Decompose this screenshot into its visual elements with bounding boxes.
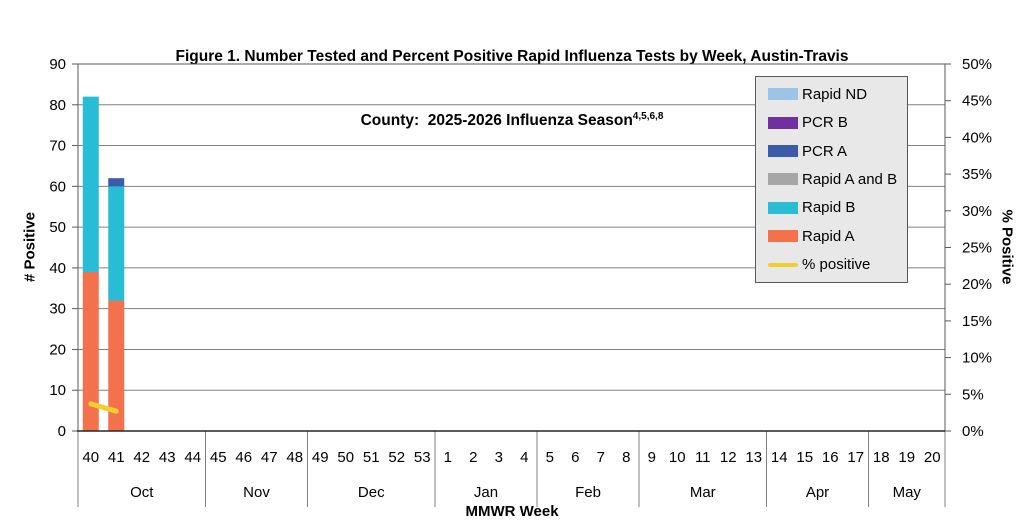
week-label: 45 xyxy=(210,449,227,466)
month-label: Feb xyxy=(575,484,601,501)
week-label: 53 xyxy=(414,449,431,466)
right-axis-tick-label: 40% xyxy=(962,129,992,146)
week-label: 13 xyxy=(745,449,762,466)
left-axis-tick-label: 10 xyxy=(49,382,66,399)
left-axis-tick-label: 0 xyxy=(58,423,66,440)
week-label: 10 xyxy=(669,449,686,466)
right-axis-tick-label: 30% xyxy=(962,203,992,220)
left-axis-tick-label: 30 xyxy=(49,301,66,318)
legend-label--positive: % positive xyxy=(802,256,871,274)
right-axis-tick-label: 5% xyxy=(962,386,984,403)
bar-segment-rapid-a-wk41 xyxy=(108,300,125,431)
figure-title-line2-text: County: 2025-2026 Influenza Season xyxy=(360,111,633,129)
figure-title-line2: County: 2025-2026 Influenza Season4,5,6,… xyxy=(0,110,1024,132)
week-label: 16 xyxy=(822,449,839,466)
week-label: 40 xyxy=(82,449,99,466)
week-label: 2 xyxy=(469,449,477,466)
week-label: 41 xyxy=(108,449,125,466)
right-axis-tick-label: 0% xyxy=(962,423,984,440)
week-label: 3 xyxy=(495,449,503,466)
week-label: 46 xyxy=(235,449,252,466)
percent-positive-line xyxy=(88,401,119,414)
left-axis-tick-label: 50 xyxy=(49,219,66,236)
legend-swatch-rapid-nd xyxy=(768,88,798,101)
x-axis-title: MMWR Week xyxy=(465,503,559,520)
right-axis-tick-label: 10% xyxy=(962,350,992,367)
week-label: 48 xyxy=(286,449,303,466)
left-axis-tick-label: 80 xyxy=(49,97,66,114)
legend-item-rapid-nd: Rapid ND xyxy=(768,87,907,102)
week-label: 17 xyxy=(847,449,864,466)
week-label: 1 xyxy=(444,449,452,466)
week-label: 52 xyxy=(388,449,405,466)
legend: Rapid ND PCR B PCR A Rapid A and B Rapid B Ra… xyxy=(755,76,908,283)
week-label: 12 xyxy=(720,449,737,466)
bar-segment-rapid-b-wk40 xyxy=(82,96,99,272)
legend-item-rapid-b: Rapid B xyxy=(768,200,907,215)
legend-label-rapid-a: Rapid A xyxy=(802,227,855,245)
month-label: Dec xyxy=(358,484,385,501)
week-label: 18 xyxy=(873,449,890,466)
figure-title: Figure 1. Number Tested and Percent Posi… xyxy=(0,5,1024,174)
right-axis-tick-label: 45% xyxy=(962,93,992,110)
legend-item-pcr-a: PCR A xyxy=(768,144,907,159)
legend-label-pcr-a: PCR A xyxy=(802,142,848,160)
week-label: 7 xyxy=(597,449,605,466)
legend-swatch--positive xyxy=(768,262,798,267)
right-axis-tick-label: 15% xyxy=(962,313,992,330)
week-label: 4 xyxy=(520,449,528,466)
month-label: Apr xyxy=(806,484,829,501)
week-label: 47 xyxy=(261,449,278,466)
figure-title-superscript: 4,5,6,8 xyxy=(632,110,664,122)
month-label: Mar xyxy=(690,484,716,501)
bar-segment-rapid-a-wk40 xyxy=(82,271,99,431)
right-axis-tick-label: 35% xyxy=(962,166,992,183)
week-label: 50 xyxy=(337,449,354,466)
week-label: 43 xyxy=(159,449,176,466)
week-label: 20 xyxy=(924,449,941,466)
right-axis-tick-label: 50% xyxy=(962,56,992,73)
week-label: 11 xyxy=(695,449,711,466)
legend-label-rapid-nd: Rapid ND xyxy=(802,85,868,103)
week-label: 14 xyxy=(771,449,788,466)
bar-segment-rapid-b-wk41 xyxy=(108,186,125,301)
left-axis-tick-label: 70 xyxy=(49,138,66,155)
legend-swatch-pcr-a xyxy=(768,145,798,158)
left-axis-tick-label: 90 xyxy=(49,56,66,73)
week-label: 44 xyxy=(184,449,201,466)
week-label: 6 xyxy=(571,449,579,466)
legend-label-rapid-a-and-b: Rapid A and B xyxy=(802,170,898,188)
left-axis-tick-label: 60 xyxy=(49,178,66,195)
legend-label-pcr-b: PCR B xyxy=(802,114,848,132)
week-label: 49 xyxy=(312,449,329,466)
left-axis-tick-label: 20 xyxy=(49,341,66,358)
legend-swatch-rapid-a-and-b xyxy=(768,173,798,186)
legend-item-pcr-b: PCR B xyxy=(768,115,907,130)
bar-segment-pcr-a-wk41 xyxy=(108,178,125,187)
week-label: 9 xyxy=(648,449,656,466)
left-axis-tick-label: 40 xyxy=(49,260,66,277)
week-label: 15 xyxy=(796,449,813,466)
legend-swatch-rapid-b xyxy=(768,201,798,214)
month-label: Nov xyxy=(243,484,270,501)
month-label: Jan xyxy=(474,484,498,501)
month-label: Oct xyxy=(130,484,154,501)
figure-title-line1: Figure 1. Number Tested and Percent Posi… xyxy=(175,47,849,65)
week-label: 19 xyxy=(898,449,915,466)
legend-label-rapid-b: Rapid B xyxy=(802,199,856,217)
legend-item-rapid-a: Rapid A xyxy=(768,229,907,244)
week-label: 5 xyxy=(546,449,554,466)
week-label: 51 xyxy=(363,449,380,466)
legend-swatch-pcr-b xyxy=(768,116,798,129)
right-axis-tick-label: 20% xyxy=(962,276,992,293)
month-label: May xyxy=(893,484,922,501)
legend-item-rapid-a-and-b: Rapid A and B xyxy=(768,172,907,187)
week-label: 8 xyxy=(622,449,630,466)
legend-item--positive: % positive xyxy=(768,257,907,272)
right-axis-tick-label: 25% xyxy=(962,240,992,257)
legend-swatch-rapid-a xyxy=(768,230,798,243)
week-label: 42 xyxy=(133,449,150,466)
